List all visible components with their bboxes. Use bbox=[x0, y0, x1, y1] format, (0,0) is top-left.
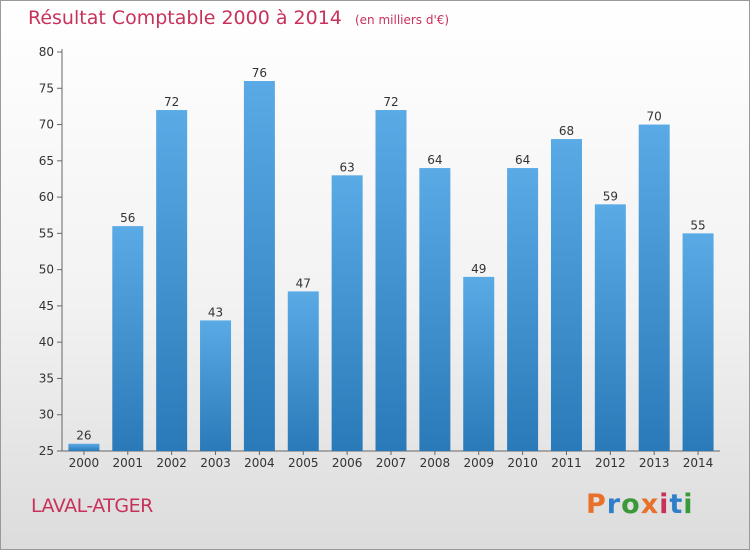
brand-letter: o bbox=[621, 489, 641, 520]
data-label: 72 bbox=[164, 95, 179, 109]
y-tick-label: 60 bbox=[39, 190, 54, 204]
data-label: 59 bbox=[603, 189, 618, 203]
x-tick-label: 2011 bbox=[551, 456, 582, 470]
data-label: 68 bbox=[559, 124, 574, 138]
bar bbox=[463, 276, 495, 451]
bar bbox=[375, 110, 407, 451]
brand-letter: x bbox=[640, 489, 660, 520]
chart-subtitle: (en milliers d'€) bbox=[354, 13, 450, 27]
x-tick-label: 2005 bbox=[288, 456, 319, 470]
bar bbox=[112, 226, 144, 451]
y-tick-label: 35 bbox=[39, 371, 54, 385]
y-tick-label: 75 bbox=[39, 81, 54, 95]
y-tick-label: 55 bbox=[39, 226, 54, 240]
data-label: 76 bbox=[252, 66, 267, 80]
chart-title: Résultat Comptable 2000 à 2014 bbox=[28, 7, 342, 29]
x-tick-label: 2014 bbox=[683, 456, 714, 470]
bar bbox=[638, 124, 670, 451]
chart-bars bbox=[68, 81, 714, 451]
x-tick-label: 2007 bbox=[376, 456, 407, 470]
bar bbox=[200, 320, 232, 451]
bar bbox=[550, 139, 582, 451]
data-label: 55 bbox=[690, 218, 705, 232]
bar bbox=[68, 443, 100, 451]
data-label: 49 bbox=[471, 262, 486, 276]
data-label: 63 bbox=[339, 160, 354, 174]
brand-letter: t bbox=[669, 489, 684, 520]
x-tick-label: 2000 bbox=[69, 456, 100, 470]
x-tick-label: 2004 bbox=[244, 456, 275, 470]
y-tick-label: 40 bbox=[39, 335, 54, 349]
data-label: 56 bbox=[120, 211, 135, 225]
bar bbox=[243, 81, 275, 451]
x-tick-label: 2012 bbox=[595, 456, 626, 470]
bar bbox=[331, 175, 363, 451]
y-tick-label: 45 bbox=[39, 299, 54, 313]
y-tick-label: 25 bbox=[39, 444, 54, 458]
bar bbox=[507, 168, 539, 451]
y-tick-label: 50 bbox=[39, 263, 54, 277]
data-label: 26 bbox=[76, 429, 91, 443]
y-tick-label: 70 bbox=[39, 118, 54, 132]
x-tick-label: 2001 bbox=[113, 456, 144, 470]
data-label: 64 bbox=[427, 153, 442, 167]
chart-title-row: Résultat Comptable 2000 à 2014 (en milli… bbox=[28, 7, 449, 29]
x-tick-label: 2013 bbox=[639, 456, 670, 470]
data-label: 43 bbox=[208, 305, 223, 319]
bar bbox=[682, 233, 714, 451]
data-label: 47 bbox=[296, 276, 311, 290]
chart-data-labels: 26 56 72 43 76 47 63 72 64 49 64 68 59 70 55 bbox=[76, 66, 705, 443]
x-tick-label: 2008 bbox=[420, 456, 451, 470]
x-tick-label: 2006 bbox=[332, 456, 363, 470]
bar bbox=[594, 204, 626, 451]
x-tick-label: 2010 bbox=[507, 456, 538, 470]
brand-letter: i bbox=[659, 489, 670, 520]
x-tick-label: 2002 bbox=[156, 456, 187, 470]
brand-letter: i bbox=[683, 489, 694, 520]
y-tick-label: 80 bbox=[39, 45, 54, 59]
data-label: 64 bbox=[515, 153, 530, 167]
y-tick-label: 65 bbox=[39, 154, 54, 168]
place-name: LAVAL-ATGER bbox=[31, 495, 153, 517]
brand-letter: P bbox=[586, 489, 607, 520]
proxiti-logo[interactable]: Proxiti bbox=[586, 489, 694, 520]
bar bbox=[419, 168, 451, 451]
x-tick-label: 2009 bbox=[463, 456, 494, 470]
data-label: 72 bbox=[383, 95, 398, 109]
bar bbox=[156, 110, 188, 451]
x-tick-label: 2003 bbox=[200, 456, 231, 470]
brand-letter: r bbox=[606, 489, 622, 520]
bar bbox=[287, 291, 319, 451]
data-label: 70 bbox=[647, 110, 662, 124]
y-tick-label: 30 bbox=[39, 408, 54, 422]
